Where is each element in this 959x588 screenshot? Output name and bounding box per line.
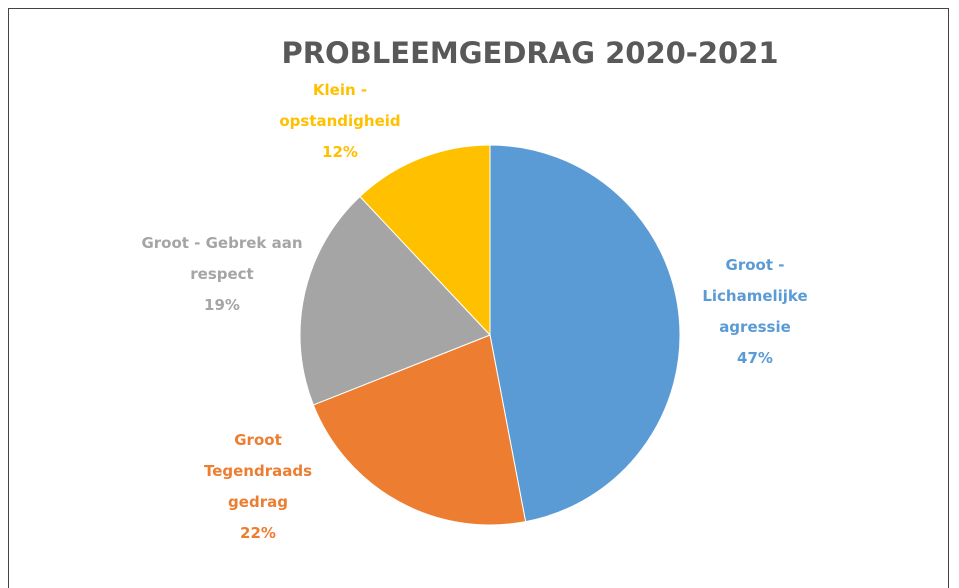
value-label: 47% [737, 349, 773, 367]
slice-label: Groot - Lichamelijke agressie 47% [698, 250, 813, 374]
chart: PROBLEEMGEDRAG 2020-2021 [281, 36, 779, 526]
pie-slice [359, 144, 491, 337]
category-label: Groot - Gebrek aan respect [141, 234, 303, 283]
value-label: 19% [204, 296, 240, 314]
category-label: Klein - opstandigheid [279, 81, 401, 130]
slice-label: Groot Tegendraads gedrag 22% [203, 425, 313, 549]
pie-slice [299, 195, 491, 406]
slice-label: Klein - opstandigheid 12% [273, 75, 408, 168]
value-label: 22% [240, 524, 276, 542]
category-label: Groot Tegendraads gedrag [203, 431, 313, 511]
category-label: Groot - Lichamelijke agressie [702, 256, 808, 336]
value-label: 12% [322, 143, 358, 161]
pie-slice [312, 334, 527, 526]
chart-frame [8, 8, 949, 588]
chart-title: PROBLEEMGEDRAG 2020-2021 [281, 36, 778, 70]
pie-slice [489, 144, 681, 523]
slice-label: Groot - Gebrek aan respect 19% [137, 228, 307, 321]
